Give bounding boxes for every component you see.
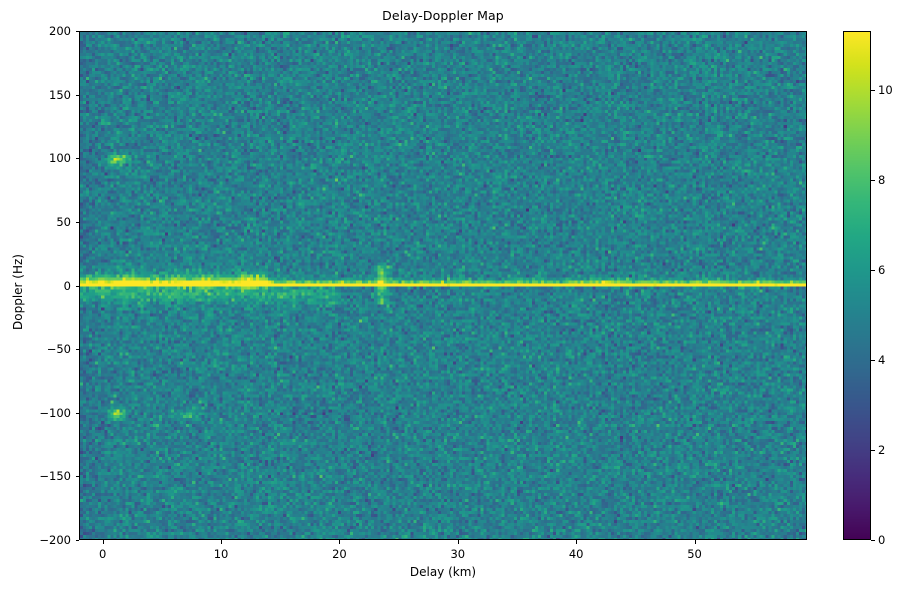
x-tick-mark xyxy=(457,540,459,544)
y-tick-mark xyxy=(75,476,79,478)
x-tick-label: 30 xyxy=(450,547,466,561)
colorbar-tick-mark xyxy=(871,449,875,451)
y-tick-label: 150 xyxy=(49,87,71,102)
x-tick-mark xyxy=(221,540,223,544)
y-axis-label: Doppler (Hz) xyxy=(11,254,25,330)
colorbar-tick-label: 8 xyxy=(878,172,886,187)
colorbar-tick-mark xyxy=(871,179,875,181)
colorbar-tick-mark xyxy=(871,269,875,271)
y-tick-mark xyxy=(75,540,79,541)
colorbar-tick-label: 4 xyxy=(878,352,886,367)
y-tick-mark xyxy=(75,158,79,160)
y-tick-mark xyxy=(75,221,79,223)
x-tick-label: 50 xyxy=(687,547,702,561)
x-tick-mark xyxy=(694,540,696,544)
x-tick-mark xyxy=(339,540,341,544)
y-tick-mark xyxy=(75,31,79,32)
y-tick-label: −150 xyxy=(39,469,71,484)
x-tick-label: 40 xyxy=(568,547,584,561)
y-tick-label: 50 xyxy=(56,214,71,229)
x-tick-mark xyxy=(576,540,578,544)
y-tick-mark xyxy=(75,94,79,96)
y-tick-label: −50 xyxy=(46,342,71,357)
y-tick-mark xyxy=(75,349,79,351)
x-axis-label: Delay (km) xyxy=(409,565,477,579)
y-tick-label: −100 xyxy=(39,405,71,420)
colorbar-tick-label: 6 xyxy=(878,262,886,277)
y-tick-label: 0 xyxy=(63,278,71,293)
colorbar-tick-label: 2 xyxy=(878,442,886,457)
y-tick-mark xyxy=(75,412,79,414)
x-tick-label: 20 xyxy=(332,547,347,561)
colorbar-tick-label: 0 xyxy=(878,533,886,547)
y-tick-label: 200 xyxy=(49,24,71,38)
page-title: Delay-Doppler Map xyxy=(382,8,504,23)
y-tick-label: −200 xyxy=(39,533,71,547)
x-tick-label: 10 xyxy=(213,547,229,561)
x-tick-mark xyxy=(102,540,104,544)
colorbar-tick-mark xyxy=(871,540,875,541)
colorbar-tick-mark xyxy=(871,89,875,91)
colorbar-canvas xyxy=(844,32,870,539)
x-tick-label: 0 xyxy=(99,547,107,561)
y-tick-label: 100 xyxy=(49,151,71,166)
y-tick-mark xyxy=(75,285,79,287)
colorbar-tick-label: 10 xyxy=(878,82,893,97)
colorbar xyxy=(843,31,871,540)
heatmap-canvas xyxy=(80,32,806,539)
heatmap-axes xyxy=(79,31,807,540)
colorbar-tick-mark xyxy=(871,359,875,361)
